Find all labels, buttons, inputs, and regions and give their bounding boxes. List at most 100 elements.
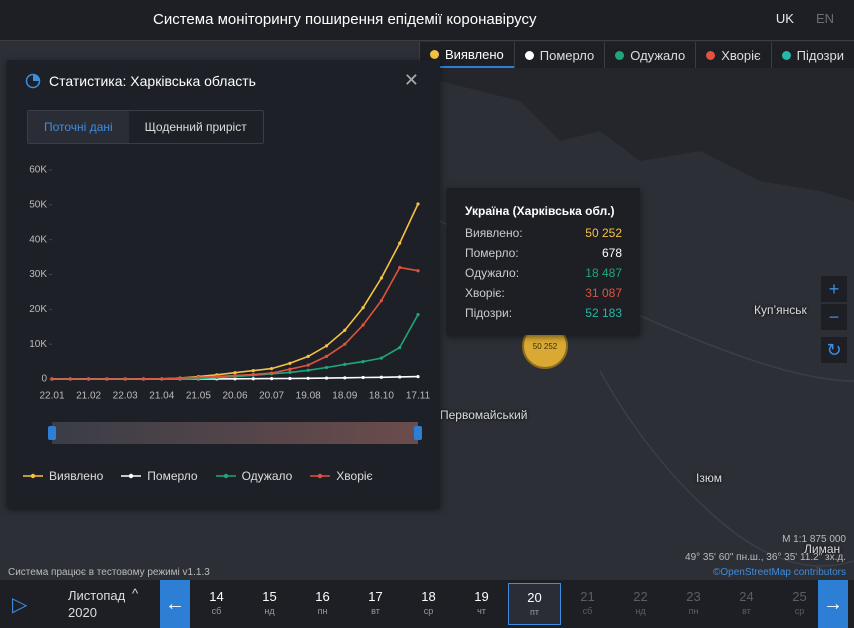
prev-button[interactable]: ← <box>160 580 190 628</box>
filter-label: Одужало <box>630 47 686 63</box>
point <box>379 356 383 360</box>
zoom-in[interactable]: + <box>821 276 847 302</box>
lang-option[interactable]: EN <box>815 11 834 26</box>
point <box>306 368 310 372</box>
filter-label: Виявлено <box>444 46 504 62</box>
place-label: Первомайський <box>440 408 528 422</box>
weekday: нд <box>264 606 275 616</box>
legend-dot <box>223 473 228 479</box>
tooltip-row: Одужало: 18 487 <box>465 266 622 280</box>
point <box>105 377 109 381</box>
stats-panel: Статистика: Харківська область ✕ Поточні… <box>7 60 440 508</box>
attribution[interactable]: ©OpenStreetMap contributors <box>713 567 846 578</box>
filter-dot <box>706 50 716 60</box>
day[interactable]: 22 нд <box>614 580 667 628</box>
day[interactable]: 19 чт <box>455 580 508 628</box>
tooltip-label: Померло: <box>465 246 519 260</box>
map-scale: M 1:1 875 000 <box>782 534 846 545</box>
tooltip-row: Померло: 678 <box>465 246 622 260</box>
legend-label: Померло <box>147 469 198 483</box>
filter[interactable]: Померло <box>513 42 605 68</box>
reset-view[interactable]: ↻ <box>821 337 847 363</box>
tooltip-value: 31 087 <box>585 286 622 300</box>
day[interactable]: 14 сб <box>190 580 243 628</box>
range-handle[interactable] <box>48 426 56 440</box>
filter[interactable]: Одужало <box>604 42 695 68</box>
language-switch: UK EN <box>776 11 834 26</box>
tabs: Поточні дані Щоденний приріст <box>27 110 264 144</box>
day[interactable]: 18 ср <box>402 580 455 628</box>
tooltip-label: Виявлено: <box>465 226 523 240</box>
x-tick-label: 20.06 <box>222 391 247 402</box>
day-number: 20 <box>527 590 542 605</box>
legend-item[interactable]: Одужало <box>215 469 293 483</box>
point <box>398 265 402 270</box>
legend-item[interactable]: Виявлено <box>23 469 103 483</box>
day[interactable]: 20 пт <box>508 583 561 625</box>
legend-dot <box>129 473 134 479</box>
point <box>288 370 292 374</box>
day[interactable]: 21 сб <box>561 580 614 628</box>
day[interactable]: 23 пн <box>667 580 720 628</box>
point <box>50 377 54 381</box>
point <box>160 377 164 381</box>
filter[interactable]: Хворіє <box>695 42 770 68</box>
point <box>361 323 365 327</box>
tooltip-title: Україна (Харківська обл.) <box>465 204 615 218</box>
point <box>233 373 237 378</box>
play-button[interactable]: ▷ <box>12 594 28 616</box>
day[interactable]: 15 нд <box>243 580 296 628</box>
weekday: ср <box>423 606 434 616</box>
tooltip: Україна (Харківська обл.) Виявлено: 50 25… <box>447 188 640 335</box>
legend-label: Хворіє <box>336 469 373 483</box>
filter[interactable]: Підозри <box>770 42 854 68</box>
point <box>87 377 91 381</box>
day-number: 14 <box>209 589 224 604</box>
point <box>288 361 292 365</box>
point <box>324 365 329 370</box>
point <box>379 276 383 280</box>
point <box>251 372 255 377</box>
next-button[interactable]: → <box>818 580 848 628</box>
point <box>398 375 402 379</box>
month[interactable]: Листопад <box>68 588 126 603</box>
point <box>141 377 146 381</box>
place-label: Ізюм <box>696 471 722 485</box>
day[interactable]: 16 пн <box>296 580 349 628</box>
day[interactable]: 24 вт <box>720 580 773 628</box>
place-label: Купʼянськ <box>754 303 807 317</box>
range-handle[interactable] <box>414 426 422 440</box>
close-button[interactable]: ✕ <box>403 70 419 90</box>
zoom-out[interactable]: − <box>821 304 847 330</box>
tab[interactable]: Щоденний приріст <box>144 120 247 134</box>
x-tick-label: 22.01 <box>39 391 64 402</box>
day[interactable]: 17 вт <box>349 580 402 628</box>
year: 2020 <box>68 605 97 620</box>
month-toggle[interactable]: ^ <box>132 586 139 601</box>
range-slider[interactable] <box>52 422 418 444</box>
point <box>233 371 237 375</box>
point <box>306 354 310 358</box>
tooltip-label: Підозри: <box>465 306 513 320</box>
legend-item[interactable]: Хворіє <box>310 469 373 483</box>
day[interactable]: 25 ср <box>773 580 826 628</box>
map-filters: Виявлено Померло Одужало Хворіє Підозри <box>418 42 854 68</box>
point <box>68 377 72 381</box>
tab[interactable]: Поточні дані <box>28 111 129 143</box>
filter[interactable]: Виявлено <box>418 42 514 68</box>
days: 14 сб 15 нд 16 пн 17 вт 18 ср 19 чт 20 пт 21 сб 22 нд 23 пн… <box>190 580 826 628</box>
point <box>416 202 420 206</box>
x-tick-label: 21.05 <box>186 391 211 402</box>
filter-label: Померло <box>539 47 595 63</box>
legend-swatch <box>121 473 142 479</box>
lang-option[interactable]: UK <box>775 11 794 26</box>
legend-swatch <box>310 473 331 479</box>
legend-label: Одужало <box>241 469 293 483</box>
point <box>398 241 402 245</box>
point <box>379 299 383 303</box>
weekday: ср <box>794 606 805 616</box>
x-tick-label: 18.10 <box>369 391 394 402</box>
point <box>251 377 255 381</box>
point <box>288 376 292 381</box>
legend-item[interactable]: Померло <box>121 469 198 483</box>
